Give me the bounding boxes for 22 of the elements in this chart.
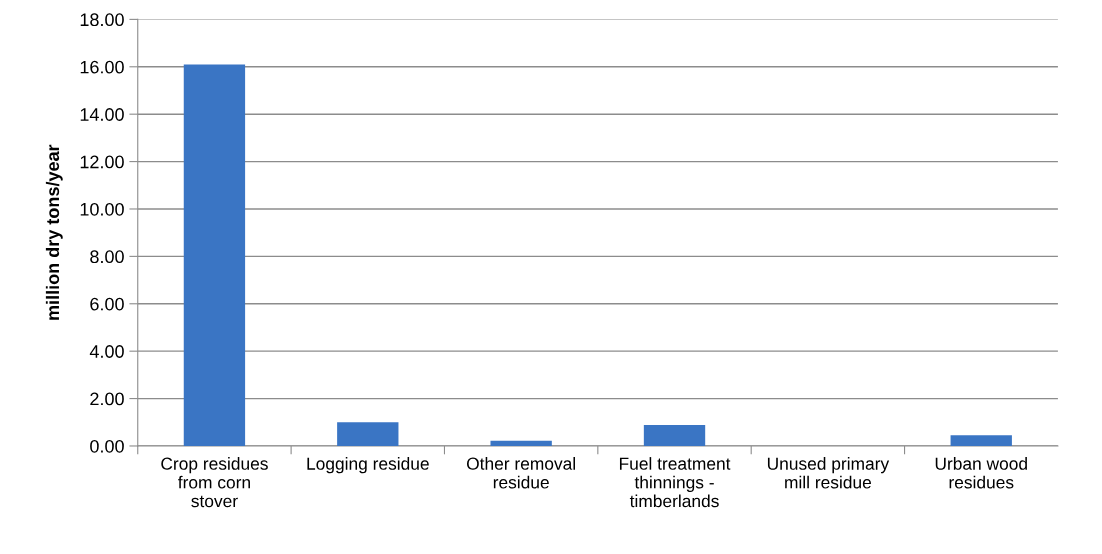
bar xyxy=(337,422,399,446)
y-axis-title: million dry tons/year xyxy=(45,144,63,320)
bar xyxy=(643,425,706,446)
y-tick-label: 18.00 xyxy=(80,13,124,27)
x-tick-label: Unused primary mill residue xyxy=(767,457,890,489)
y-tick-label: 4.00 xyxy=(89,345,124,358)
y-tick-label: 0.00 xyxy=(90,439,124,453)
y-tick-label: 16.00 xyxy=(80,60,124,74)
y-tick-label: 2.00 xyxy=(90,392,124,406)
x-tick-label: Logging residue xyxy=(307,457,429,474)
x-tick-label: Crop residues from corn stover xyxy=(161,457,268,508)
bar xyxy=(950,435,1012,446)
y-tick-label: 12.00 xyxy=(80,155,124,169)
y-tick-label: 6.00 xyxy=(90,297,124,311)
x-tick-label: Other removal residue xyxy=(466,457,575,489)
bar xyxy=(183,64,246,446)
x-tick-label: Urban wood residues xyxy=(935,457,1027,489)
bar xyxy=(490,440,552,446)
y-tick-label: 14.00 xyxy=(80,108,124,121)
y-tick-label: 8.00 xyxy=(90,250,124,264)
x-tick-label: Fuel treatment thinnings - timberlands xyxy=(619,457,731,508)
y-tick-label: 10.00 xyxy=(80,202,124,216)
